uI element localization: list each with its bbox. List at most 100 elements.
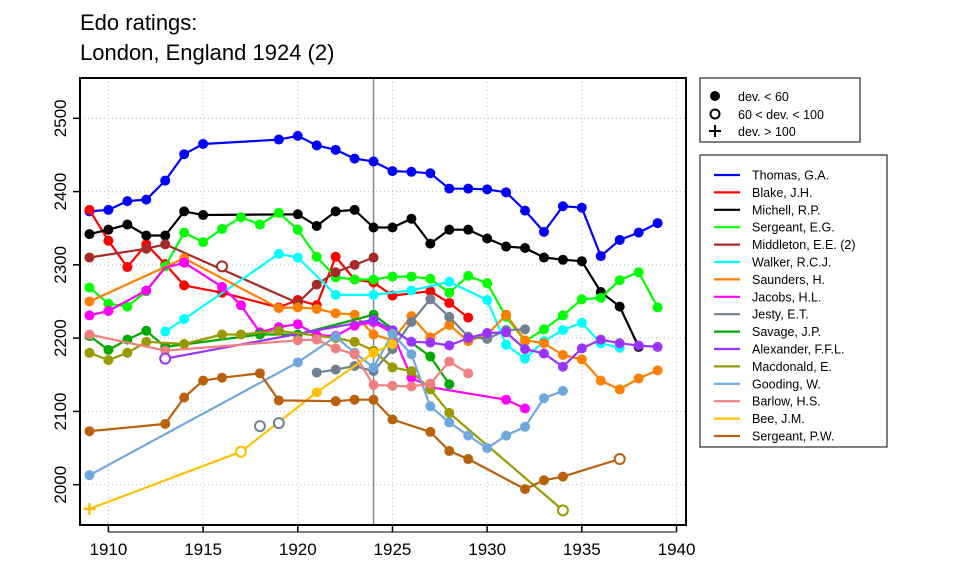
data-point	[84, 296, 95, 307]
data-point	[444, 287, 455, 298]
y-tick-label: 2200	[51, 319, 70, 357]
data-point	[198, 375, 209, 386]
series-layer	[83, 130, 663, 517]
data-point	[614, 234, 625, 245]
data-point	[349, 336, 360, 347]
data-point	[311, 367, 322, 378]
data-point	[387, 339, 398, 350]
data-point	[406, 271, 417, 282]
data-point	[406, 349, 417, 360]
data-point	[217, 223, 228, 234]
data-point	[444, 340, 455, 351]
data-point	[103, 235, 114, 246]
x-tick-label: 1935	[563, 540, 601, 559]
x-tick-label: 1910	[89, 540, 127, 559]
series-3	[84, 207, 663, 347]
data-point	[368, 394, 379, 405]
data-point	[103, 306, 114, 317]
data-point	[84, 204, 95, 215]
data-point	[330, 396, 341, 407]
data-point	[292, 130, 303, 141]
data-point	[444, 224, 455, 235]
data-point	[633, 227, 644, 238]
x-tick-label: 1925	[374, 540, 412, 559]
x-tick-label: 1940	[658, 540, 696, 559]
data-point	[576, 256, 587, 267]
data-point	[368, 314, 379, 325]
data-point	[330, 251, 341, 262]
legend-label: Sergeant, P.W.	[752, 430, 834, 444]
data-point	[501, 394, 512, 405]
data-point	[292, 335, 303, 346]
data-point	[179, 227, 190, 238]
legend-label: Blake, J.H.	[752, 186, 812, 200]
data-point	[652, 302, 663, 313]
data-point	[349, 394, 360, 405]
data-point	[520, 484, 531, 495]
data-point	[330, 343, 341, 354]
data-point	[84, 470, 95, 481]
data-point	[311, 140, 322, 151]
data-point	[614, 384, 625, 395]
data-point	[273, 248, 284, 259]
data-point	[406, 336, 417, 347]
data-point	[406, 213, 417, 224]
series-13	[84, 329, 474, 392]
data-point	[557, 385, 568, 396]
data-point	[84, 282, 95, 293]
data-point	[84, 229, 95, 240]
data-point	[292, 209, 303, 220]
data-point	[425, 401, 436, 412]
data-point	[84, 252, 95, 263]
data-point	[292, 357, 303, 368]
data-point	[595, 375, 606, 386]
data-point	[444, 276, 455, 287]
x-tick-label: 1915	[184, 540, 222, 559]
data-point	[273, 134, 284, 145]
data-point	[103, 298, 114, 309]
data-point	[595, 251, 606, 262]
data-point	[576, 354, 587, 365]
data-point	[538, 348, 549, 359]
data-point	[576, 317, 587, 328]
data-point	[520, 205, 531, 216]
data-point	[557, 310, 568, 321]
data-point	[217, 329, 228, 340]
data-point	[576, 202, 587, 213]
data-point	[103, 204, 114, 215]
data-point	[254, 329, 265, 340]
series-12	[84, 328, 568, 481]
data-point	[387, 271, 398, 282]
data-point	[482, 295, 493, 306]
data-point	[425, 378, 436, 389]
data-point	[444, 319, 455, 330]
data-point	[576, 294, 587, 305]
data-point	[330, 331, 341, 342]
data-point	[652, 341, 663, 352]
data-point	[501, 430, 512, 441]
data-point	[614, 301, 625, 312]
data-point	[330, 206, 341, 217]
data-point	[273, 395, 284, 406]
data-point	[614, 275, 625, 286]
data-point	[84, 310, 95, 321]
data-point	[84, 329, 95, 340]
data-point	[179, 392, 190, 403]
data-point	[425, 351, 436, 362]
legend-label: Michell, R.P.	[752, 203, 821, 217]
legend-label: Jesty, E.T.	[752, 308, 809, 322]
data-point	[425, 238, 436, 249]
data-point	[349, 153, 360, 164]
data-point	[425, 337, 436, 348]
data-point	[425, 286, 436, 297]
data-point	[406, 366, 417, 377]
data-point-open	[272, 417, 285, 430]
data-point	[273, 303, 284, 314]
data-point	[368, 274, 379, 285]
open-marker-icon	[709, 108, 721, 120]
data-point	[179, 257, 190, 268]
data-point	[520, 344, 531, 355]
data-point	[330, 289, 341, 300]
data-point	[557, 254, 568, 265]
x-axis: 1910 1915 1920 1925 1930 1935 1940	[89, 525, 695, 559]
